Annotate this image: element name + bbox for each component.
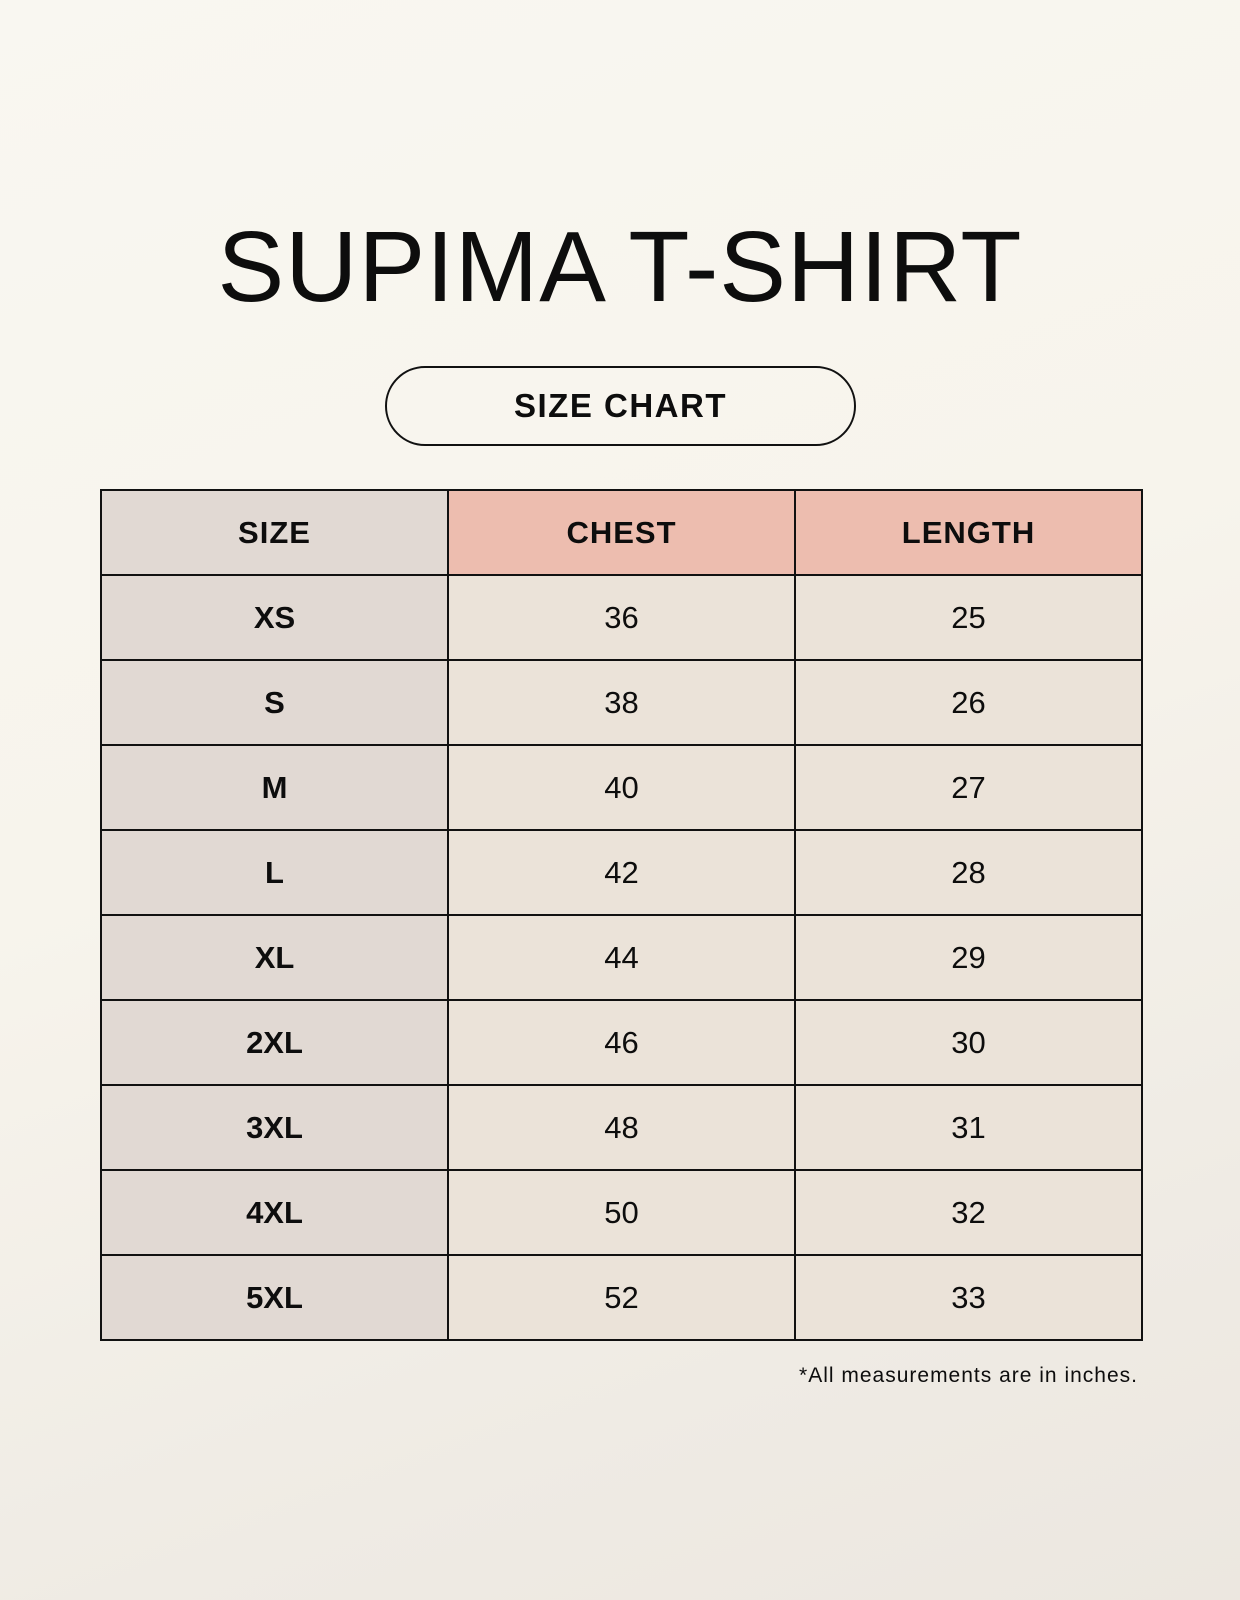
cell-size: XL	[100, 914, 449, 1001]
table-row: 4XL 50 32	[100, 1169, 1143, 1256]
cell-length: 31	[794, 1084, 1143, 1171]
cell-size: L	[100, 829, 449, 916]
size-chart-label: SIZE CHART	[385, 366, 856, 446]
cell-length: 33	[794, 1254, 1143, 1341]
header-length: LENGTH	[794, 489, 1143, 576]
table-row: M 40 27	[100, 744, 1143, 831]
table-row: 5XL 52 33	[100, 1254, 1143, 1341]
cell-length: 26	[794, 659, 1143, 746]
size-table: SIZE CHEST LENGTH XS 36 25 S 38 26 M 40 27 L 42 28 X…	[100, 489, 1143, 1341]
cell-chest: 50	[447, 1169, 796, 1256]
cell-size: 3XL	[100, 1084, 449, 1171]
table-row: 3XL 48 31	[100, 1084, 1143, 1171]
cell-chest: 36	[447, 574, 796, 661]
footnote: *All measurements are in inches.	[799, 1364, 1138, 1387]
table-row: L 42 28	[100, 829, 1143, 916]
cell-size: XS	[100, 574, 449, 661]
cell-chest: 42	[447, 829, 796, 916]
table-row: S 38 26	[100, 659, 1143, 746]
cell-chest: 48	[447, 1084, 796, 1171]
table-row: XL 44 29	[100, 914, 1143, 1001]
table-row: XS 36 25	[100, 574, 1143, 661]
page-title: SUPIMA T-SHIRT	[217, 211, 1023, 323]
header-chest: CHEST	[447, 489, 796, 576]
table-header-row: SIZE CHEST LENGTH	[100, 489, 1143, 576]
cell-length: 32	[794, 1169, 1143, 1256]
header-size: SIZE	[100, 489, 449, 576]
cell-chest: 46	[447, 999, 796, 1086]
table-row: 2XL 46 30	[100, 999, 1143, 1086]
cell-size: M	[100, 744, 449, 831]
cell-size: S	[100, 659, 449, 746]
cell-chest: 38	[447, 659, 796, 746]
cell-length: 25	[794, 574, 1143, 661]
cell-chest: 44	[447, 914, 796, 1001]
cell-length: 30	[794, 999, 1143, 1086]
cell-length: 29	[794, 914, 1143, 1001]
cell-size: 2XL	[100, 999, 449, 1086]
cell-chest: 52	[447, 1254, 796, 1341]
cell-size: 4XL	[100, 1169, 449, 1256]
cell-size: 5XL	[100, 1254, 449, 1341]
cell-chest: 40	[447, 744, 796, 831]
cell-length: 28	[794, 829, 1143, 916]
cell-length: 27	[794, 744, 1143, 831]
